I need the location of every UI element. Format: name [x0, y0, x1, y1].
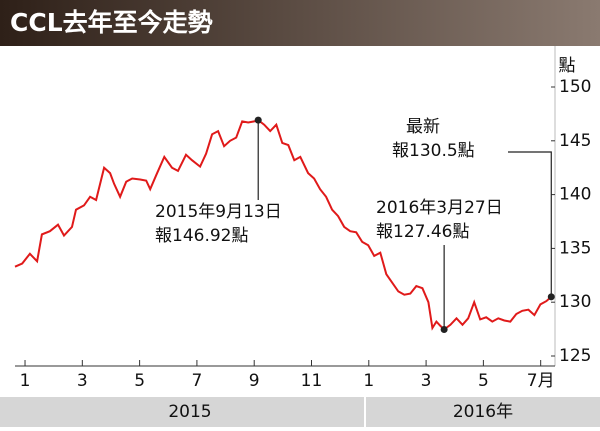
annotation-text: 報130.5點	[392, 141, 475, 161]
annotation-dot	[440, 326, 448, 334]
annotation-leader	[508, 151, 552, 297]
x-tick-label: 1	[363, 371, 374, 391]
year-label: 2015	[168, 402, 211, 422]
x-tick-label: 5	[134, 371, 145, 391]
annotation-text: 報146.92點	[155, 226, 248, 246]
x-tick-label: 1	[20, 371, 31, 391]
x-tick-label: 5	[478, 371, 489, 391]
chart-title: CCL去年至今走勢	[10, 8, 213, 37]
y-tick-label: 140	[559, 185, 591, 205]
y-tick-label: 145	[559, 131, 591, 151]
annotation-dot	[254, 116, 262, 124]
y-tick-label: 130	[559, 292, 591, 312]
x-tick-label: 7	[191, 371, 202, 391]
x-tick-label: 7月	[527, 371, 555, 391]
year-label: 2016年	[453, 402, 513, 422]
y-tick-label: 125	[559, 346, 591, 366]
plot-bg	[0, 46, 600, 397]
y-tick-label: 150	[559, 77, 591, 97]
y-unit: 點	[559, 56, 576, 76]
year-band	[0, 397, 600, 427]
x-tick-label: 3	[77, 371, 88, 391]
x-tick-label: 9	[249, 371, 260, 391]
annotation-text: 最新	[406, 117, 440, 137]
y-tick-label: 135	[559, 238, 591, 258]
x-tick-label: 3	[421, 371, 432, 391]
annotation-text: 2016年3月27日	[376, 198, 503, 218]
x-tick-label: 11	[301, 371, 323, 391]
annotation-dot	[547, 293, 555, 301]
annotation-text: 報127.46點	[376, 222, 469, 242]
annotation-text: 2015年9月13日	[155, 202, 282, 222]
title-bar	[0, 0, 600, 46]
line	[14, 118, 552, 331]
